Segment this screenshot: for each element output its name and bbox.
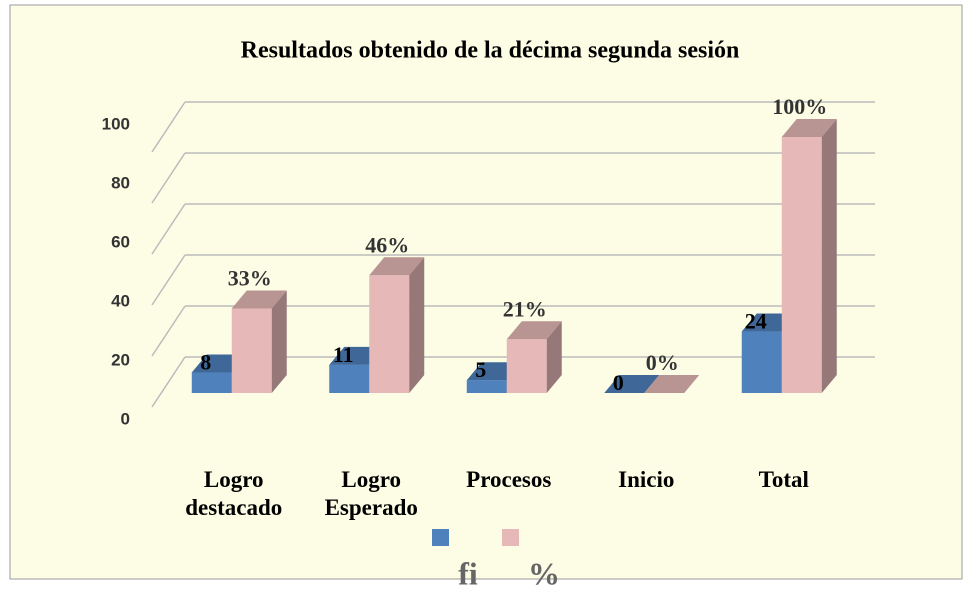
- bar-top: [231, 290, 287, 309]
- grid-line: [151, 152, 186, 204]
- data-label: 33%: [228, 266, 272, 291]
- bar: [466, 380, 507, 393]
- x-tick-label: Logro destacado: [185, 467, 283, 520]
- bar-top: [604, 375, 660, 393]
- data-label: 5: [475, 357, 486, 382]
- x-tick-label-box: Logro Esperado: [324, 467, 418, 520]
- x-tick-label-box: Total: [758, 467, 809, 492]
- x-tick-label: Total: [758, 467, 809, 492]
- chart-title: Resultados obtenido de la décima segunda…: [241, 38, 740, 64]
- legend-swatch: [432, 529, 449, 546]
- bar: [741, 331, 782, 393]
- bar: [506, 339, 547, 393]
- bar-top: [644, 375, 700, 393]
- bar: [781, 137, 822, 393]
- grid-line: [151, 254, 186, 306]
- bar-top: [506, 321, 562, 340]
- bar: [369, 275, 410, 393]
- data-label: 8: [200, 350, 211, 375]
- bar-side: [821, 119, 837, 393]
- y-tick-label: 100: [102, 114, 130, 133]
- data-label: 100%: [772, 94, 827, 119]
- y-tick-label: 80: [111, 173, 130, 192]
- grid-line: [151, 203, 186, 255]
- data-label: 21%: [503, 296, 547, 321]
- bar-side: [271, 290, 287, 393]
- legend-label: fi: [458, 555, 478, 591]
- x-tick-label-box: Logro destacado: [185, 467, 283, 520]
- bar: [231, 308, 272, 393]
- data-label: 0%: [646, 350, 679, 375]
- y-tick-label: 40: [111, 291, 130, 310]
- data-label: 0: [613, 370, 624, 395]
- data-label: 11: [333, 342, 354, 367]
- x-tick-label-box: Procesos: [466, 467, 552, 492]
- bar: [329, 364, 370, 393]
- bar-side: [546, 321, 562, 393]
- bar-top: [369, 257, 425, 276]
- data-label: 46%: [365, 232, 409, 257]
- bar: [191, 372, 232, 393]
- legend-swatch: [502, 529, 519, 546]
- y-tick-label: 20: [111, 350, 130, 369]
- x-tick-label: Logro Esperado: [324, 467, 418, 520]
- grid-line: [151, 356, 186, 408]
- y-tick-label: 60: [111, 232, 130, 251]
- grid-line: [151, 101, 186, 153]
- data-label: 24: [745, 309, 767, 334]
- bar-side: [409, 257, 425, 393]
- grid-line: [151, 305, 186, 357]
- x-tick-label: Inicio: [618, 467, 675, 492]
- x-tick-label-box: Inicio: [618, 467, 675, 492]
- legend-label: %: [528, 555, 560, 591]
- y-tick-label: 0: [121, 409, 130, 428]
- x-tick-label: Procesos: [466, 467, 552, 492]
- bar-top: [781, 119, 837, 137]
